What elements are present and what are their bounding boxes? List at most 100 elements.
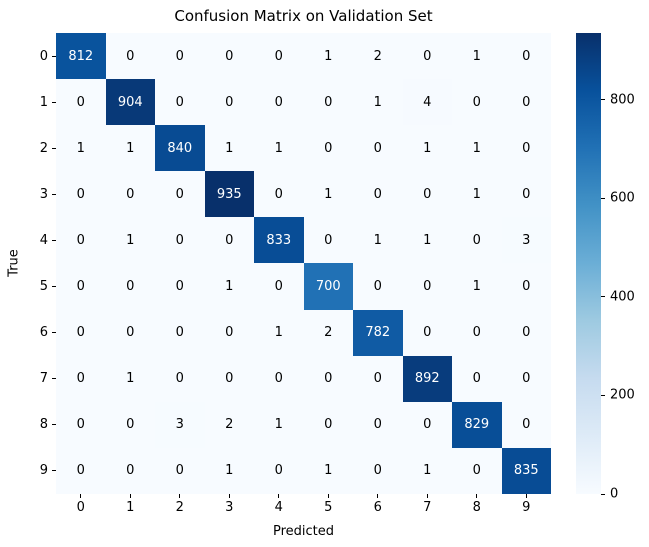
y-tick: 6 [0, 310, 56, 356]
heatmap-grid: 812 0 0 0 0 1 2 0 1 0 0 904 0 0 0 0 1 4 0 0 1 1 840 1 1 0 0 1 1 0 0 0 0 9… [56, 33, 551, 494]
x-tick-label: 3 [225, 500, 234, 515]
heatmap-cell: 0 [353, 355, 403, 402]
heatmap-cell: 0 [56, 79, 106, 126]
x-tick-labels: 0 1 2 3 4 5 6 7 8 9 [56, 494, 551, 520]
heatmap-cell: 0 [254, 447, 304, 494]
heatmap-cell: 1 [353, 79, 403, 126]
y-tick: 8 [0, 402, 56, 448]
heatmap-cell: 1 [452, 125, 502, 172]
heatmap-cell: 0 [254, 171, 304, 218]
x-tick-label: 8 [472, 500, 481, 515]
heatmap-cell: 1 [402, 125, 452, 172]
heatmap-cell: 1 [402, 447, 452, 494]
heatmap-cell: 0 [353, 447, 403, 494]
x-tick: 5 [304, 494, 354, 520]
colorbar-tick-label: 800 [610, 92, 635, 108]
y-tick-mark [52, 193, 56, 195]
y-tick-mark [52, 424, 56, 426]
x-tick-mark [129, 494, 131, 498]
x-tick: 3 [205, 494, 255, 520]
y-tick-mark [52, 147, 56, 149]
heatmap-cell: 0 [303, 125, 353, 172]
heatmap-cell: 0 [254, 33, 304, 80]
y-tick: 0 [0, 33, 56, 79]
heatmap-cell: 0 [204, 309, 254, 356]
heatmap-cell: 1 [105, 125, 155, 172]
x-tick-label: 1 [126, 500, 135, 515]
heatmap-cell: 1 [204, 263, 254, 310]
y-tick-label: 7 [39, 371, 48, 387]
heatmap-cell: 829 [452, 401, 502, 448]
heatmap-cell: 0 [155, 79, 205, 126]
heatmap-cell: 0 [155, 309, 205, 356]
heatmap-cell: 0 [501, 125, 551, 172]
heatmap-cell: 2 [303, 309, 353, 356]
heatmap-cell: 0 [452, 447, 502, 494]
heatmap-cell: 0 [155, 33, 205, 80]
x-tick: 1 [106, 494, 156, 520]
x-tick-mark [327, 494, 329, 498]
heatmap-cell: 1 [353, 217, 403, 264]
heatmap-cell: 0 [254, 263, 304, 310]
heatmap-cell: 0 [303, 79, 353, 126]
heatmap-cell: 0 [501, 401, 551, 448]
y-tick-mark [52, 239, 56, 241]
heatmap-cell: 1 [105, 355, 155, 402]
y-tick: 7 [0, 356, 56, 402]
y-tick: 3 [0, 171, 56, 217]
x-tick: 9 [502, 494, 552, 520]
heatmap-cell: 0 [303, 217, 353, 264]
heatmap-cell: 0 [204, 355, 254, 402]
y-tick-label: 4 [39, 232, 48, 248]
colorbar [576, 33, 601, 494]
heatmap-cell: 0 [155, 171, 205, 218]
y-tick-label: 5 [39, 279, 48, 295]
x-axis-label: Predicted [272, 524, 335, 539]
colorbar-tick-labels: 0 200 400 600 800 [601, 33, 647, 502]
heatmap-cell: 782 [353, 309, 403, 356]
heatmap-cell: 1 [452, 171, 502, 218]
heatmap-cell: 1 [254, 125, 304, 172]
heatmap-cell: 0 [254, 79, 304, 126]
heatmap-cell: 3 [155, 401, 205, 448]
heatmap-cell: 935 [204, 171, 254, 218]
heatmap-cell: 1 [204, 125, 254, 172]
heatmap-cell: 904 [105, 79, 155, 126]
heatmap-cell: 0 [501, 33, 551, 80]
colorbar-tick-label: 600 [610, 190, 635, 206]
y-tick-label: 1 [39, 94, 48, 110]
colorbar-tick-mark [601, 493, 605, 495]
heatmap-cell: 0 [452, 355, 502, 402]
heatmap-cell: 840 [155, 125, 205, 172]
heatmap-cell: 0 [353, 125, 403, 172]
heatmap-cell: 0 [155, 263, 205, 310]
heatmap-cell: 0 [105, 263, 155, 310]
x-tick-mark [525, 494, 527, 498]
x-tick-mark [228, 494, 230, 498]
heatmap-cell: 1 [204, 447, 254, 494]
y-tick: 2 [0, 125, 56, 171]
heatmap-cell: 0 [56, 401, 106, 448]
heatmap-cell: 0 [56, 217, 106, 264]
y-tick: 1 [0, 79, 56, 125]
colorbar-tick-mark [601, 99, 605, 101]
heatmap-cell: 0 [402, 263, 452, 310]
x-tick: 0 [56, 494, 106, 520]
x-tick-label: 4 [274, 500, 283, 515]
heatmap-cell: 0 [105, 447, 155, 494]
colorbar-tick-label: 0 [610, 486, 619, 502]
y-tick-mark [52, 470, 56, 472]
heatmap-cell: 700 [303, 263, 353, 310]
heatmap-cell: 0 [402, 309, 452, 356]
x-tick-mark [426, 494, 428, 498]
x-tick-mark [377, 494, 379, 498]
heatmap-cell: 0 [501, 355, 551, 402]
heatmap-cell: 2 [353, 33, 403, 80]
heatmap-cell: 833 [254, 217, 304, 264]
y-tick-label: 2 [39, 140, 48, 156]
heatmap-cell: 0 [56, 309, 106, 356]
heatmap-cell: 2 [204, 401, 254, 448]
heatmap-cell: 1 [303, 171, 353, 218]
heatmap-cell: 835 [501, 447, 551, 494]
